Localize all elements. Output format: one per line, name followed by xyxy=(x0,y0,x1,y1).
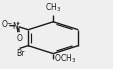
Text: N: N xyxy=(12,22,18,31)
Text: OCH$_3$: OCH$_3$ xyxy=(54,53,76,65)
Text: O: O xyxy=(2,20,8,29)
Text: +: + xyxy=(15,21,20,26)
Text: Br: Br xyxy=(16,49,24,58)
Text: O: O xyxy=(16,34,22,43)
Text: −: − xyxy=(6,20,12,25)
Text: CH$_3$: CH$_3$ xyxy=(45,2,61,14)
